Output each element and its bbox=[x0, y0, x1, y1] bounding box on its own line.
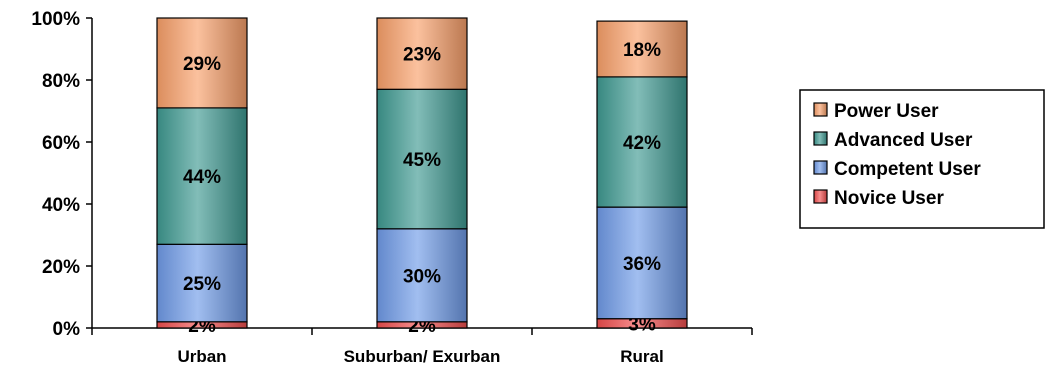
legend-label-power-user: Power User bbox=[834, 101, 939, 122]
bar-segment-power-user-suburban-exurban bbox=[376, 17, 468, 90]
y-tick-label: 40% bbox=[42, 195, 80, 216]
data-label-power-user-suburban-exurban: 23% bbox=[403, 45, 441, 66]
data-label-power-user-rural: 18% bbox=[623, 40, 661, 61]
y-tick-label: 80% bbox=[42, 71, 80, 92]
data-label-advanced-user-urban: 44% bbox=[183, 167, 221, 188]
y-tick-label: 20% bbox=[42, 257, 80, 278]
legend-label-competent-user: Competent User bbox=[834, 159, 981, 180]
bar-segment-competent-user-suburban-exurban bbox=[376, 228, 468, 323]
data-label-competent-user-urban: 25% bbox=[183, 274, 221, 295]
legend-box bbox=[799, 89, 1045, 229]
legend-swatch-power-user bbox=[813, 102, 828, 117]
bar-segment-competent-user-urban bbox=[156, 243, 248, 323]
bar-segment-power-user-rural bbox=[596, 20, 688, 78]
bar-segment-advanced-user-suburban-exurban bbox=[376, 88, 468, 230]
data-label-novice-user-rural: 3% bbox=[628, 314, 656, 335]
data-label-competent-user-rural: 36% bbox=[623, 254, 661, 275]
legend-label-novice-user: Novice User bbox=[834, 188, 944, 209]
legend-swatch-novice-user bbox=[813, 189, 828, 204]
bar-segment-power-user-urban bbox=[156, 17, 248, 109]
legend: Power User Advanced User Competent User Nov… bbox=[799, 89, 1045, 229]
bar-segment-competent-user-rural bbox=[596, 206, 688, 320]
y-tick-label: 60% bbox=[42, 133, 80, 154]
bar-segment-advanced-user-urban bbox=[156, 107, 248, 245]
data-label-advanced-user-suburban-exurban: 45% bbox=[403, 150, 441, 171]
y-tick-label: 100% bbox=[31, 9, 80, 30]
data-label-advanced-user-rural: 42% bbox=[623, 133, 661, 154]
legend-swatch-advanced-user bbox=[813, 131, 828, 146]
data-label-competent-user-suburban-exurban: 30% bbox=[403, 266, 441, 287]
plot-area: 0%20%40%60%80%100%2%25%44%29%Urban2%30%4… bbox=[31, 9, 753, 366]
legend-swatch-competent-user bbox=[813, 160, 828, 175]
data-label-power-user-urban: 29% bbox=[183, 54, 221, 75]
x-category-label: Urban bbox=[177, 347, 226, 366]
x-category-label: Suburban/ Exurban bbox=[344, 347, 501, 366]
y-tick-label: 0% bbox=[53, 319, 81, 340]
x-category-label: Rural bbox=[620, 347, 663, 366]
legend-label-advanced-user: Advanced User bbox=[834, 130, 973, 151]
